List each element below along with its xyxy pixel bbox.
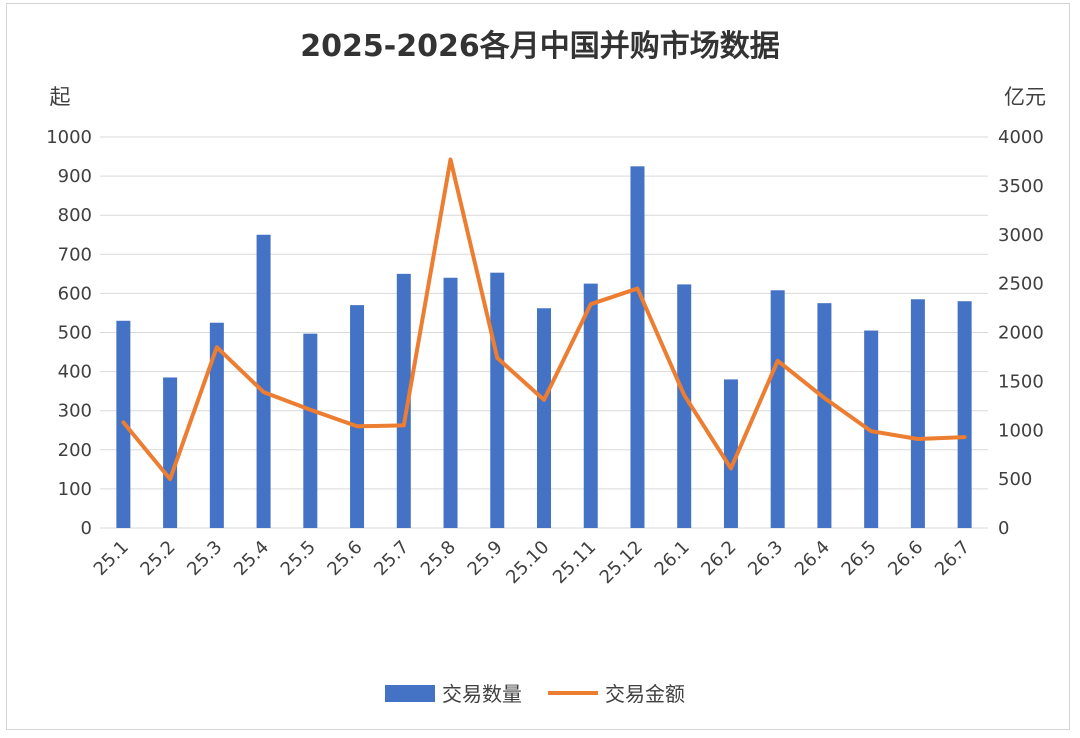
right-axis-unit: 亿元: [1004, 85, 1046, 109]
right-tick-label: 0: [998, 518, 1009, 539]
x-tick-label: 26.5: [838, 537, 881, 580]
bar-series: [116, 166, 972, 528]
right-tick-label: 3500: [998, 176, 1044, 197]
bar: [350, 305, 365, 528]
x-axis-ticks: 25.1 25.2 25.3 25.4 25.5 25.6 25.7 25.8 25.925.1…: [90, 537, 974, 588]
right-tick-label: 2500: [998, 274, 1044, 295]
bar: [630, 166, 645, 528]
left-tick-label: 800: [58, 205, 92, 226]
right-axis-ticks: 0 500 1000 1500 2000 2500 3000 3500 4000: [998, 127, 1044, 539]
series-line: [121, 157, 967, 482]
gridlines: [100, 136, 988, 529]
bar: [677, 284, 692, 528]
left-tick-label: 900: [58, 166, 92, 187]
bar: [817, 303, 832, 528]
bar: [723, 379, 738, 528]
x-tick-label: 25.6: [323, 537, 366, 580]
left-tick-label: 700: [58, 244, 92, 265]
left-tick-label: 100: [58, 479, 92, 500]
left-tick-label: 300: [58, 401, 92, 422]
x-tick-label: 25.2: [136, 537, 179, 580]
left-tick-label: 600: [58, 283, 92, 304]
bar: [163, 377, 178, 528]
bar: [910, 299, 925, 528]
x-tick-label: 26.7: [931, 537, 974, 580]
x-tick-label: 25.7: [370, 537, 413, 580]
right-tick-label: 3000: [998, 225, 1044, 246]
left-tick-label: 400: [58, 362, 92, 383]
bar: [256, 234, 271, 528]
chart-title: 2025-2026各月中国并购市场数据: [300, 29, 779, 64]
right-tick-label: 1500: [998, 371, 1044, 392]
legend-line-label: 交易金额: [605, 682, 685, 706]
left-tick-label: 0: [81, 518, 92, 539]
bar: [770, 290, 785, 528]
left-tick-label: 1000: [46, 127, 92, 148]
x-tick-label: 26.4: [791, 537, 834, 580]
bar: [583, 283, 598, 528]
bar: [537, 308, 551, 528]
x-tick-label: 26.3: [744, 537, 787, 580]
right-tick-label: 1000: [998, 420, 1044, 441]
x-tick-label: 25.11: [549, 537, 600, 588]
bar: [490, 272, 505, 528]
x-tick-label: 25.1: [90, 537, 133, 580]
left-axis-ticks: 0 100 200 300 400 500 600 700 800 900 1000: [46, 127, 92, 539]
legend-bar-label: 交易数量: [442, 682, 522, 706]
x-tick-label: 25.8: [417, 537, 460, 580]
bar: [957, 301, 972, 528]
left-tick-label: 200: [58, 440, 92, 461]
x-tick-label: 25.12: [596, 537, 647, 588]
x-tick-label: 25.4: [230, 537, 273, 580]
x-tick-label: 25.10: [502, 537, 553, 588]
x-tick-label: 25.5: [277, 537, 320, 580]
bar: [443, 277, 458, 528]
right-tick-label: 2000: [998, 323, 1044, 344]
x-tick-label: 25.3: [183, 537, 226, 580]
x-tick-label: 26.2: [697, 537, 740, 580]
bar: [209, 322, 224, 528]
legend: 交易数量 交易金额: [385, 682, 685, 706]
bar: [303, 333, 318, 528]
line-series: [121, 157, 967, 482]
x-tick-label: 26.6: [884, 537, 927, 580]
left-tick-label: 500: [58, 323, 92, 344]
right-tick-label: 4000: [998, 127, 1044, 148]
x-tick-label: 25.9: [464, 537, 507, 580]
x-tick-label: 26.1: [651, 537, 694, 580]
bar: [396, 273, 411, 528]
right-tick-label: 500: [998, 469, 1032, 490]
left-axis-unit: 起: [50, 85, 71, 109]
legend-bar-swatch: [385, 685, 435, 702]
